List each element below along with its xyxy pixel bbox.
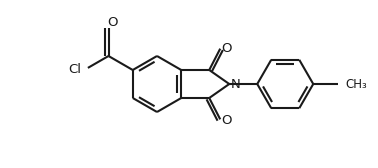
- Text: Cl: Cl: [68, 63, 81, 76]
- Text: O: O: [221, 42, 231, 55]
- Text: O: O: [107, 16, 118, 30]
- Text: O: O: [221, 114, 231, 127]
- Text: CH₃: CH₃: [345, 77, 367, 91]
- Text: N: N: [230, 77, 240, 91]
